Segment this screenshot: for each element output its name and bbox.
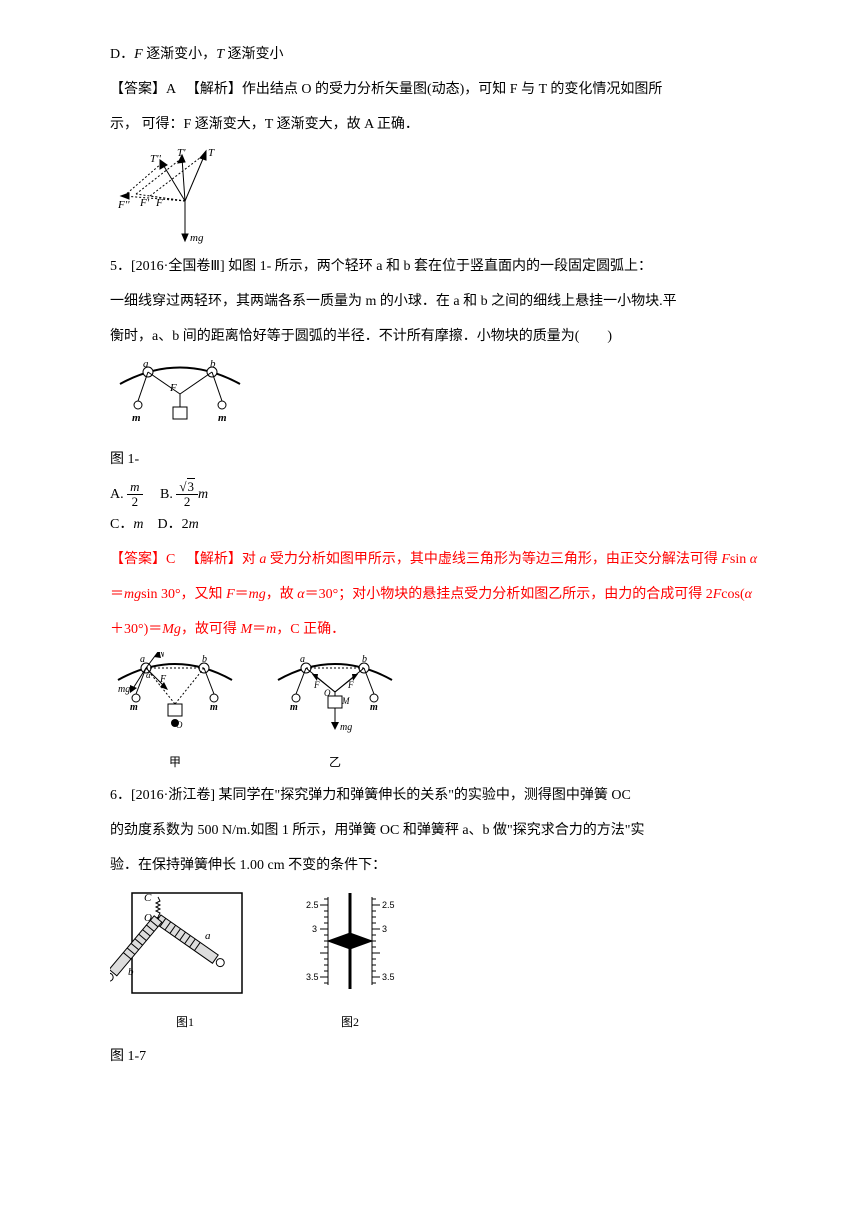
fig5a-F: F [169, 382, 177, 394]
svg-text:O: O [324, 688, 331, 698]
fig6-t3a: 3 [312, 924, 317, 934]
svg-text:mg: mg [118, 684, 130, 695]
fig6-t25a: 2.5 [306, 900, 319, 910]
fig6-label1: 图1 [110, 1009, 260, 1035]
svg-text:a: a [300, 654, 305, 665]
fig5a-m2: m [218, 412, 227, 424]
q5-opt-b-frac: √3 2 [176, 480, 198, 510]
answer-4-text-1: 【解析】作出结点 O 的受力分析矢量图(动态)，可知 F 与 T 的变化情况如图… [193, 82, 663, 97]
fig6-t35a: 3.5 [306, 972, 319, 982]
fig6-t3b: 3 [382, 924, 387, 934]
option-d-text: D．F 逐渐变小，T 逐渐变小 [110, 47, 283, 62]
label-T: T [208, 147, 215, 159]
svg-text:mg: mg [340, 722, 352, 733]
q6-source: 6．[2016·浙江卷] [110, 788, 219, 803]
svg-text:m: m [210, 702, 218, 713]
label-F: F [155, 197, 163, 209]
svg-text:a: a [205, 930, 211, 942]
q5-opt-b-num: √3 [176, 480, 198, 495]
question-5-line1: 5．[2016·全国卷Ⅲ] 如图 1- 所示，两个轻环 a 和 b 套在位于竖直… [110, 252, 770, 283]
ans5-text1: 【解析】对 a 受力分析如图甲所示，其中虚线三角形为等边三角形，由正交分解法可得… [193, 552, 757, 567]
ans5-label: 【答案】C [110, 552, 175, 567]
question-6-line1: 6．[2016·浙江卷] 某同学在"探究弹力和弹簧伸长的关系"的实验中，测得图中… [110, 781, 770, 812]
svg-text:C: C [144, 892, 152, 904]
svg-text:b: b [128, 966, 134, 978]
svg-text:F: F [159, 674, 167, 685]
question-5-line3: 衡时，a、b 间的距离恰好等于圆弧的半径．不计所有摩擦．小物块的质量为( ) [110, 322, 770, 353]
q5-options-cd: C．m D．2m [110, 510, 770, 541]
svg-text:α: α [146, 670, 151, 680]
answer-5-line3: ＋30°)＝Mg，故可得 M＝m，C 正确． [110, 615, 770, 646]
svg-text:O: O [176, 720, 183, 730]
q5-text-1: 如图 1- 所示，两个轻环 a 和 b 套在位于竖直面内的一段固定圆弧上： [228, 259, 652, 274]
fig6-t35b: 3.5 [382, 972, 395, 982]
q5-opt-a-den: 2 [127, 495, 142, 509]
fig5b-yi-label: 乙 [270, 749, 400, 775]
svg-text:b: b [202, 654, 207, 665]
answer-5-line1: 【答案】C 【解析】对 a 受力分析如图甲所示，其中虚线三角形为等边三角形，由正… [110, 545, 770, 576]
q5-options-ab: A. m 2 B. √3 2 m [110, 480, 770, 511]
svg-text:F: F [347, 680, 354, 690]
svg-text:m: m [290, 702, 298, 713]
q5-opt-a-frac: m 2 [127, 480, 142, 510]
fig5a-a: a [143, 359, 149, 370]
figure-6-left: C O a b 图1 [110, 887, 260, 1035]
figure-6: C O a b 图1 [110, 887, 770, 1035]
svg-text:a: a [140, 654, 145, 665]
figure-5b: N F α a b mg m m O 甲 [110, 652, 770, 775]
figure-5a-label: 图 1- [110, 445, 770, 476]
q5-opt-a-num: m [127, 480, 142, 495]
figure-4-vectors: T T' T'' F F' F'' mg [110, 146, 770, 246]
option-d-line: D．F 逐渐变小，T 逐渐变小 [110, 40, 770, 71]
svg-text:b: b [362, 654, 367, 665]
answer-4-label: 【答案】A [110, 82, 175, 97]
q5-opt-b-den: 2 [176, 495, 198, 509]
question-6-line3: 验．在保持弹簧伸长 1.00 cm 不变的条件下： [110, 851, 770, 882]
figure-5a: a b F m m [110, 359, 770, 439]
svg-text:N: N [157, 652, 166, 660]
answer-4-line2: 示， 可得：F 逐渐变大，T 逐渐变大，故 A 正确． [110, 110, 770, 141]
label-T1: T' [177, 147, 186, 159]
svg-text:m: m [130, 702, 138, 713]
label-F1: F' [139, 197, 150, 209]
q6-text-1: 某同学在"探究弹力和弹簧伸长的关系"的实验中，测得图中弹簧 OC [219, 788, 631, 803]
svg-text:M: M [341, 696, 350, 706]
fig5a-m1: m [132, 412, 141, 424]
fig6-t25b: 2.5 [382, 900, 395, 910]
fig6-label2: 图2 [290, 1009, 410, 1035]
q5-source: 5．[2016·全国卷Ⅲ] [110, 259, 228, 274]
svg-text:m: m [370, 702, 378, 713]
figure-6-label: 图 1-7 [110, 1042, 770, 1073]
label-mg: mg [190, 232, 204, 244]
svg-text:O: O [144, 912, 152, 924]
label-T2: T'' [150, 153, 161, 165]
figure-5b-yi: a b F F M m m mg O 乙 [270, 652, 400, 775]
label-F2: F'' [117, 199, 130, 211]
answer-4: 【答案】A 【解析】作出结点 O 的受力分析矢量图(动态)，可知 F 与 T 的… [110, 75, 770, 106]
q5-opt-b-label: B. [160, 487, 173, 502]
fig5a-b: b [210, 359, 216, 370]
svg-text:F: F [313, 680, 320, 690]
q5-opt-a-label: A. [110, 487, 124, 502]
answer-5-line2: ＝mgsin 30°，又知 F＝mg，故 α＝30°；对小物块的悬挂点受力分析如… [110, 580, 770, 611]
figure-5b-jia: N F α a b mg m m O 甲 [110, 652, 240, 775]
fig5b-jia-label: 甲 [110, 749, 240, 775]
figure-6-right: 2.5 2.5 3 3 3.5 3.5 图2 [290, 887, 410, 1035]
q5-opt-b-suffix: m [198, 487, 208, 502]
question-5-line2: 一细线穿过两轻环，其两端各系一质量为 m 的小球．在 a 和 b 之间的细线上悬… [110, 287, 770, 318]
question-6-line2: 的劲度系数为 500 N/m.如图 1 所示，用弹簧 OC 和弹簧秤 a、b 做… [110, 816, 770, 847]
